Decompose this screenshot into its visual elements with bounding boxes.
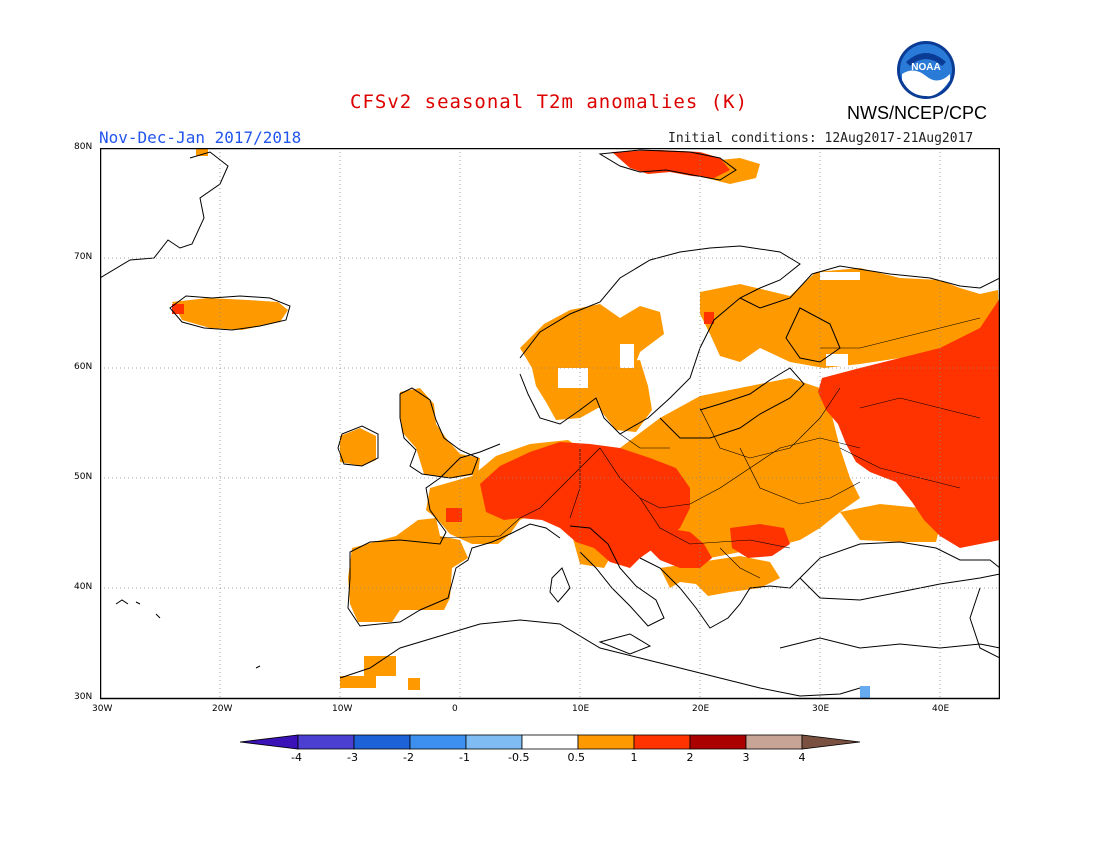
anomaly-black-sea-rim	[840, 504, 940, 542]
lon-tick-label: 10E	[572, 704, 590, 714]
color-bar-label: -0.5	[508, 751, 530, 764]
lat-tick-label: 80N	[74, 142, 93, 152]
lat-tick-label: 40N	[74, 582, 93, 592]
color-bar	[239, 734, 861, 750]
lat-tick-label: 70N	[74, 252, 93, 262]
anomaly-sweden	[600, 360, 652, 432]
lat-tick-label: 50N	[74, 472, 93, 482]
color-bar-segment	[409, 734, 467, 750]
country-borders	[439, 317, 981, 579]
anomaly-negative-levant	[860, 686, 870, 699]
lon-tick-label: 0	[452, 704, 458, 714]
noaa-logo-icon: NOAA	[897, 41, 955, 99]
color-bar-segment	[689, 734, 747, 750]
map-frame	[100, 148, 1000, 700]
color-bar-segment	[745, 734, 803, 750]
logo-text: NOAA	[911, 62, 940, 73]
anomaly-morocco	[340, 676, 376, 688]
color-bar-segment	[353, 734, 411, 750]
color-bar-label: -3	[347, 751, 358, 764]
anomaly-norway-coast	[520, 304, 664, 420]
anomaly-svalbard	[612, 150, 730, 178]
lat-tick-label: 60N	[74, 362, 93, 372]
initial-conditions: Initial conditions: 12Aug2017-21Aug2017	[668, 131, 974, 146]
color-bar-segment	[633, 734, 691, 750]
neutral-gaps	[558, 272, 860, 388]
map-title: CFSv2 seasonal T2m anomalies (K)	[350, 91, 749, 113]
forecast-period: Nov-Dec-Jan 2017/2018	[99, 128, 302, 147]
color-bar-segment	[465, 734, 523, 750]
color-bar-label: -4	[291, 751, 302, 764]
color-bar-label: 4	[798, 751, 806, 764]
color-bar-label: 0.5	[567, 751, 586, 764]
anomaly-iceland	[172, 298, 288, 330]
lon-tick-label: 30E	[812, 704, 830, 714]
lon-tick-label: 30W	[92, 704, 113, 714]
anomaly-great-britain	[400, 388, 480, 478]
color-bar-label: 2	[686, 751, 694, 764]
anomaly-iceland-west	[172, 304, 184, 314]
organization-label: NWS/NCEP/CPC	[847, 103, 988, 123]
color-bar-segment	[577, 734, 635, 750]
anomaly-ireland	[340, 428, 376, 466]
lat-tick-label: 30N	[74, 692, 93, 702]
anomaly-western-russia	[818, 298, 1000, 548]
anomaly-layer-1-2	[172, 150, 1000, 568]
anomaly-finland	[700, 268, 1000, 368]
color-bar-label: -2	[403, 751, 414, 764]
color-bar-segment	[297, 734, 355, 750]
color-bar-label: 1	[630, 751, 638, 764]
color-bar-label: -1	[459, 751, 470, 764]
map-canvas	[100, 148, 1000, 700]
color-bar-segment	[239, 734, 299, 750]
anomaly-central-europe	[480, 442, 690, 568]
color-bar-label: 3	[742, 751, 750, 764]
lon-tick-label: 20E	[692, 704, 710, 714]
anomaly-romania-east	[730, 524, 790, 558]
lon-tick-label: 40E	[932, 704, 950, 714]
lon-tick-label: 10W	[332, 704, 353, 714]
color-bar-segment	[801, 734, 861, 750]
anomaly-balkans-core	[640, 528, 712, 568]
color-bar-segment	[521, 734, 579, 750]
coastlines	[100, 149, 1000, 697]
lon-tick-label: 20W	[212, 704, 233, 714]
